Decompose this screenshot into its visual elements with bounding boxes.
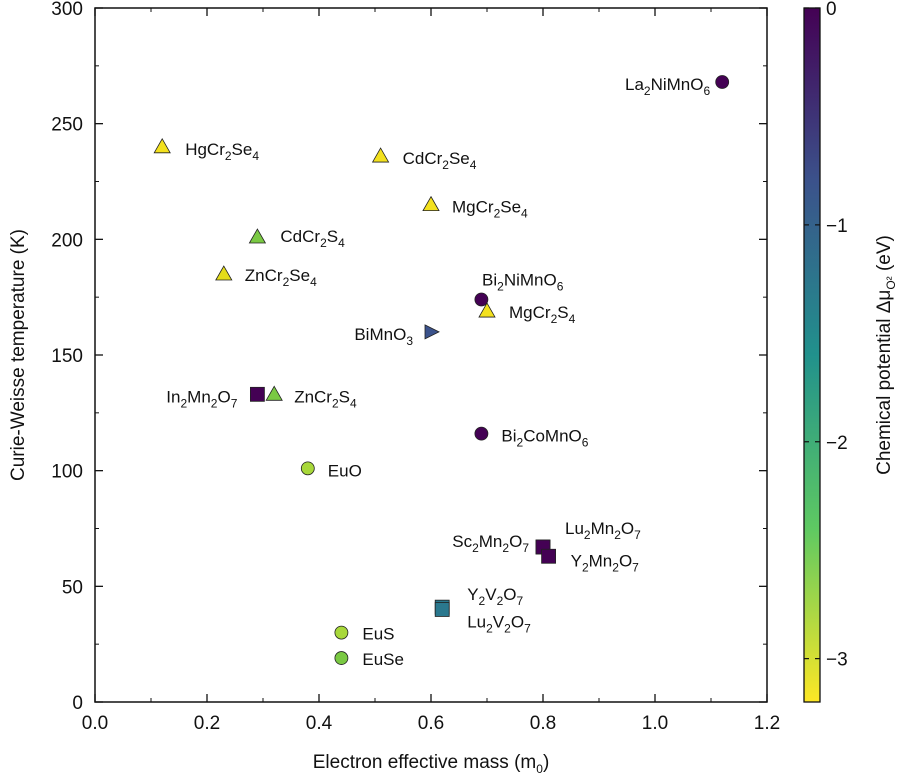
y-axis-title: Curie-Weisse temperature (K)	[8, 229, 29, 481]
x-tick-label: 1.0	[642, 713, 668, 734]
label-CdCr2S4: CdCr2S4	[280, 227, 345, 250]
point-EuO	[300, 461, 315, 476]
label-Y2V2O7: Y2V2O7	[467, 585, 523, 608]
label-EuSe: EuSe	[362, 650, 404, 669]
label-In2Mn2O7: In2Mn2O7	[166, 387, 237, 410]
colorbar-tick-label: −1	[826, 216, 848, 237]
x-axis-title: Electron effective mass (m0)	[313, 752, 550, 774]
point-Y2Mn2O7	[541, 548, 556, 564]
point-labels: La2NiMnO6 HgCr2Se4 CdCr2Se4 MgCr2Se4 CdCr2S4…	[166, 75, 710, 669]
point-La2NiMnO6	[715, 75, 730, 89]
point-In2Mn2O7	[249, 386, 265, 402]
label-BiMnO3: BiMnO3	[354, 325, 413, 348]
label-La2NiMnO6: La2NiMnO6	[625, 75, 711, 98]
y-tick-label: 50	[62, 577, 83, 598]
label-HgCr2Se4: HgCr2Se4	[185, 140, 259, 163]
x-tick-label: 0.2	[194, 713, 220, 734]
label-ZnCr2Se4: ZnCr2Se4	[245, 266, 317, 289]
point-Bi2NiMnO6	[474, 292, 489, 307]
label-Lu2V2O7: Lu2V2O7	[467, 612, 531, 635]
point-MgCr2S4	[478, 302, 496, 318]
point-ZnCr2S4	[265, 385, 283, 401]
point-ZnCr2Se4	[215, 265, 233, 281]
label-ZnCr2S4: ZnCr2S4	[294, 387, 357, 410]
colorbar: 0 −1 −2 −3 Chemical potential ΔμO² (eV)	[803, 0, 898, 703]
data-points	[153, 75, 730, 665]
label-EuS: EuS	[362, 625, 394, 644]
point-EuS	[334, 625, 349, 640]
y-tick-label: 200	[51, 230, 83, 251]
y-tick-label: 250	[51, 115, 83, 136]
label-CdCr2Se4: CdCr2Se4	[403, 149, 477, 172]
point-CdCr2Se4	[371, 147, 390, 163]
label-MgCr2Se4: MgCr2Se4	[452, 198, 528, 221]
x-tick-label: 0.4	[306, 713, 333, 734]
x-tick-label: 1.2	[754, 713, 780, 734]
label-Lu2Mn2O7: Lu2Mn2O7	[565, 519, 641, 542]
plot-axes: 0.0 0.2 0.4 0.6 0.8 1.0 1.2 0 50 100 150 200 250 300 E…	[8, 0, 780, 774]
x-tick-label: 0.8	[530, 713, 556, 734]
colorbar-tick-label: −2	[826, 433, 848, 454]
y-tick-label: 150	[51, 346, 83, 367]
point-CdCr2S4	[248, 228, 267, 244]
y-tick-label: 300	[51, 0, 83, 20]
label-Bi2NiMnO6: Bi2NiMnO6	[482, 270, 564, 293]
label-Bi2CoMnO6: Bi2CoMnO6	[501, 427, 588, 450]
y-tick-label: 0	[72, 693, 83, 714]
label-Sc2Mn2O7: Sc2Mn2O7	[452, 532, 529, 555]
colorbar-title: Chemical potential ΔμO² (eV)	[874, 235, 898, 475]
y-tick-label: 100	[51, 462, 83, 483]
colorbar-tick-label: −3	[826, 650, 848, 671]
label-MgCr2S4: MgCr2S4	[509, 303, 576, 326]
point-BiMnO3	[424, 324, 440, 340]
colorbar-tick-label: 0	[826, 0, 837, 20]
x-tick-label: 0.6	[418, 713, 444, 734]
point-MgCr2Se4	[422, 195, 440, 212]
x-tick-label: 0.0	[82, 713, 108, 734]
label-EuO: EuO	[328, 461, 362, 480]
colorbar-gradient	[803, 7, 821, 703]
point-Bi2CoMnO6	[474, 426, 489, 441]
plot-frame	[94, 7, 768, 703]
point-HgCr2Se4	[153, 137, 171, 154]
label-Y2Mn2O7: Y2Mn2O7	[571, 551, 640, 574]
point-EuSe	[334, 651, 349, 665]
point-Lu2V2O7	[434, 602, 450, 617]
